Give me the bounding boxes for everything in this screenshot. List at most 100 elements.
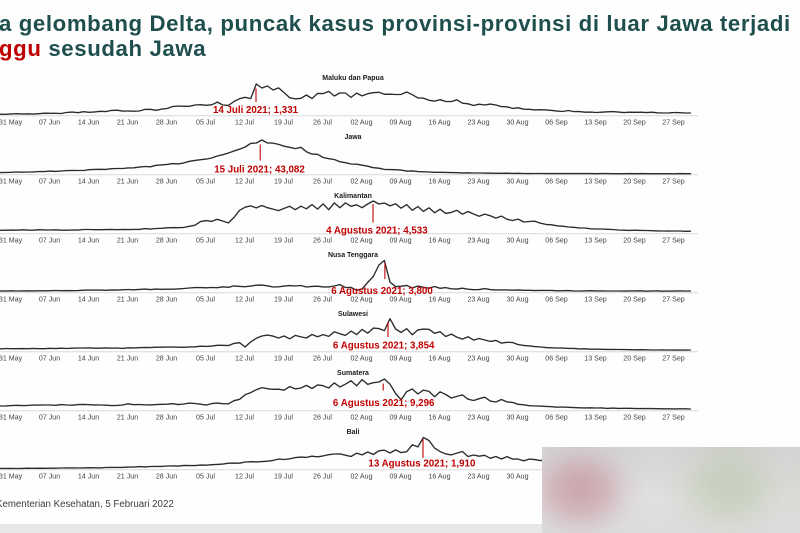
svg-text:26 Jul: 26 Jul bbox=[313, 472, 332, 480]
svg-text:27 Sep: 27 Sep bbox=[662, 413, 685, 421]
svg-text:21 Jun: 21 Jun bbox=[117, 413, 138, 421]
svg-text:02 Aug: 02 Aug bbox=[350, 177, 372, 185]
svg-text:21 Jun: 21 Jun bbox=[117, 236, 138, 244]
svg-text:26 Jul: 26 Jul bbox=[313, 236, 332, 244]
svg-text:31 May: 31 May bbox=[0, 295, 23, 303]
svg-text:Jawa: Jawa bbox=[344, 134, 361, 141]
svg-text:07 Jun: 07 Jun bbox=[39, 118, 60, 126]
svg-text:Sulawesi: Sulawesi bbox=[338, 311, 368, 318]
svg-text:27 Sep: 27 Sep bbox=[662, 295, 685, 303]
svg-text:21 Jun: 21 Jun bbox=[117, 118, 138, 126]
svg-text:06 Sep: 06 Sep bbox=[545, 177, 568, 185]
svg-text:28 Jun: 28 Jun bbox=[156, 236, 177, 244]
svg-text:19 Jul: 19 Jul bbox=[274, 177, 293, 185]
svg-text:12 Jul: 12 Jul bbox=[235, 295, 254, 303]
svg-text:07 Jun: 07 Jun bbox=[39, 354, 60, 362]
svg-text:6 Agustus 2021; 3,800: 6 Agustus 2021; 3,800 bbox=[331, 286, 433, 297]
svg-text:23 Aug: 23 Aug bbox=[467, 118, 489, 126]
svg-text:31 May: 31 May bbox=[0, 177, 23, 185]
svg-text:02 Aug: 02 Aug bbox=[350, 354, 372, 362]
svg-text:13 Sep: 13 Sep bbox=[584, 413, 607, 421]
svg-text:28 Jun: 28 Jun bbox=[156, 295, 177, 303]
svg-text:06 Sep: 06 Sep bbox=[545, 413, 568, 421]
svg-text:13 Sep: 13 Sep bbox=[584, 118, 607, 126]
svg-text:19 Jul: 19 Jul bbox=[274, 118, 293, 126]
svg-text:31 May: 31 May bbox=[0, 236, 23, 244]
svg-text:31 May: 31 May bbox=[0, 413, 23, 421]
svg-text:21 Jun: 21 Jun bbox=[117, 472, 138, 480]
svg-text:07 Jun: 07 Jun bbox=[39, 472, 60, 480]
svg-text:Maluku dan Papua: Maluku dan Papua bbox=[322, 75, 384, 82]
svg-text:05 Jul: 05 Jul bbox=[196, 472, 215, 480]
svg-text:06 Sep: 06 Sep bbox=[545, 354, 568, 362]
svg-text:12 Jul: 12 Jul bbox=[235, 354, 254, 362]
svg-text:28 Jun: 28 Jun bbox=[156, 354, 177, 362]
svg-text:09 Aug: 09 Aug bbox=[389, 118, 411, 126]
svg-text:06 Sep: 06 Sep bbox=[545, 295, 568, 303]
svg-text:27 Sep: 27 Sep bbox=[662, 354, 685, 362]
svg-text:Nusa Tenggara: Nusa Tenggara bbox=[328, 252, 378, 259]
svg-text:05 Jul: 05 Jul bbox=[196, 118, 215, 126]
svg-text:23 Aug: 23 Aug bbox=[467, 236, 489, 244]
svg-text:23 Aug: 23 Aug bbox=[467, 413, 489, 421]
svg-text:13 Sep: 13 Sep bbox=[584, 354, 607, 362]
svg-text:13 Sep: 13 Sep bbox=[584, 295, 607, 303]
svg-text:16 Aug: 16 Aug bbox=[428, 236, 450, 244]
svg-text:30 Aug: 30 Aug bbox=[506, 472, 528, 480]
svg-text:30 Aug: 30 Aug bbox=[506, 236, 528, 244]
svg-text:14 Jun: 14 Jun bbox=[78, 295, 99, 303]
svg-text:28 Jun: 28 Jun bbox=[156, 472, 177, 480]
svg-text:26 Jul: 26 Jul bbox=[313, 118, 332, 126]
svg-text:12 Jul: 12 Jul bbox=[235, 413, 254, 421]
svg-text:09 Aug: 09 Aug bbox=[389, 177, 411, 185]
svg-text:19 Jul: 19 Jul bbox=[274, 472, 293, 480]
svg-text:20 Sep: 20 Sep bbox=[623, 118, 646, 126]
svg-text:09 Aug: 09 Aug bbox=[389, 295, 411, 303]
svg-text:06 Sep: 06 Sep bbox=[545, 236, 568, 244]
svg-text:19 Jul: 19 Jul bbox=[274, 295, 293, 303]
svg-text:28 Jun: 28 Jun bbox=[156, 118, 177, 126]
svg-text:30 Aug: 30 Aug bbox=[506, 413, 528, 421]
svg-text:21 Jun: 21 Jun bbox=[117, 295, 138, 303]
svg-text:28 Jun: 28 Jun bbox=[156, 413, 177, 421]
svg-text:09 Aug: 09 Aug bbox=[389, 354, 411, 362]
svg-text:09 Aug: 09 Aug bbox=[389, 472, 411, 480]
svg-text:Bali: Bali bbox=[347, 429, 360, 436]
svg-text:27 Sep: 27 Sep bbox=[662, 236, 685, 244]
svg-text:30 Aug: 30 Aug bbox=[506, 354, 528, 362]
svg-text:31 May: 31 May bbox=[0, 354, 23, 362]
svg-text:23 Aug: 23 Aug bbox=[467, 472, 489, 480]
svg-text:19 Jul: 19 Jul bbox=[274, 413, 293, 421]
svg-text:13 Agustus 2021; 1,910: 13 Agustus 2021; 1,910 bbox=[368, 459, 476, 470]
svg-text:27 Sep: 27 Sep bbox=[662, 177, 685, 185]
svg-text:19 Jul: 19 Jul bbox=[274, 236, 293, 244]
svg-text:05 Jul: 05 Jul bbox=[196, 236, 215, 244]
svg-text:20 Sep: 20 Sep bbox=[623, 236, 646, 244]
svg-text:12 Jul: 12 Jul bbox=[235, 118, 254, 126]
svg-text:Kalimantan: Kalimantan bbox=[334, 193, 372, 200]
svg-text:14 Jun: 14 Jun bbox=[78, 413, 99, 421]
svg-text:30 Aug: 30 Aug bbox=[506, 177, 528, 185]
svg-text:6 Agustus 2021; 3,854: 6 Agustus 2021; 3,854 bbox=[333, 340, 435, 351]
svg-text:14 Jun: 14 Jun bbox=[78, 236, 99, 244]
svg-text:20 Sep: 20 Sep bbox=[623, 413, 646, 421]
svg-text:16 Aug: 16 Aug bbox=[428, 413, 450, 421]
svg-text:16 Aug: 16 Aug bbox=[428, 177, 450, 185]
svg-text:02 Aug: 02 Aug bbox=[350, 413, 372, 421]
svg-text:14 Juli 2021; 1,331: 14 Juli 2021; 1,331 bbox=[213, 105, 299, 116]
svg-text:14 Jun: 14 Jun bbox=[78, 118, 99, 126]
svg-text:14 Jun: 14 Jun bbox=[78, 354, 99, 362]
svg-text:07 Jun: 07 Jun bbox=[39, 236, 60, 244]
svg-text:06 Sep: 06 Sep bbox=[545, 118, 568, 126]
svg-text:4 Agustus 2021; 4,533: 4 Agustus 2021; 4,533 bbox=[326, 226, 428, 237]
svg-text:26 Jul: 26 Jul bbox=[313, 295, 332, 303]
svg-text:02 Aug: 02 Aug bbox=[350, 118, 372, 126]
svg-text:05 Jul: 05 Jul bbox=[196, 295, 215, 303]
svg-text:26 Jul: 26 Jul bbox=[313, 177, 332, 185]
svg-text:16 Aug: 16 Aug bbox=[428, 472, 450, 480]
svg-text:16 Aug: 16 Aug bbox=[428, 118, 450, 126]
svg-text:20 Sep: 20 Sep bbox=[623, 295, 646, 303]
svg-text:02 Aug: 02 Aug bbox=[350, 472, 372, 480]
svg-text:23 Aug: 23 Aug bbox=[467, 295, 489, 303]
svg-text:6 Agustus 2021; 9,296: 6 Agustus 2021; 9,296 bbox=[333, 398, 435, 409]
